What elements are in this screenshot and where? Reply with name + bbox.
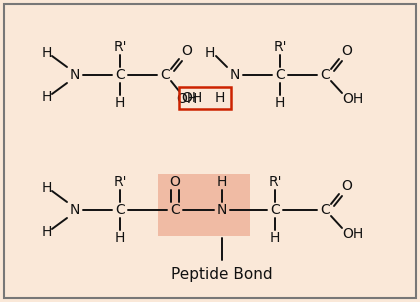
Bar bbox=[179, 87, 231, 109]
Text: R': R' bbox=[113, 40, 127, 54]
Text: C: C bbox=[275, 68, 285, 82]
Text: H: H bbox=[215, 91, 225, 105]
Text: H: H bbox=[115, 231, 125, 245]
Text: H: H bbox=[42, 181, 52, 195]
Text: H: H bbox=[270, 231, 280, 245]
Text: C: C bbox=[170, 203, 180, 217]
Text: C: C bbox=[320, 68, 330, 82]
Text: OH: OH bbox=[342, 227, 364, 241]
Text: N: N bbox=[70, 203, 80, 217]
Text: R': R' bbox=[113, 175, 127, 189]
Text: C: C bbox=[270, 203, 280, 217]
Text: R': R' bbox=[268, 175, 282, 189]
Text: H: H bbox=[205, 46, 215, 60]
Text: R': R' bbox=[273, 40, 287, 54]
Text: C: C bbox=[115, 203, 125, 217]
Text: Peptide Bond: Peptide Bond bbox=[171, 266, 273, 281]
Text: O: O bbox=[181, 44, 192, 58]
Text: H: H bbox=[42, 90, 52, 104]
Text: H: H bbox=[217, 175, 227, 189]
Text: OH: OH bbox=[176, 92, 198, 106]
Text: O: O bbox=[341, 179, 352, 193]
Text: C: C bbox=[320, 203, 330, 217]
Text: H: H bbox=[115, 96, 125, 110]
Text: N: N bbox=[217, 203, 227, 217]
Text: N: N bbox=[230, 68, 240, 82]
Text: N: N bbox=[70, 68, 80, 82]
Text: H: H bbox=[42, 225, 52, 239]
Text: C: C bbox=[115, 68, 125, 82]
Text: C: C bbox=[160, 68, 170, 82]
Text: OH: OH bbox=[342, 92, 364, 106]
Text: O: O bbox=[341, 44, 352, 58]
Bar bbox=[158, 174, 250, 236]
Text: OH: OH bbox=[181, 91, 202, 105]
Text: H: H bbox=[42, 46, 52, 60]
Text: O: O bbox=[170, 175, 181, 189]
Text: H: H bbox=[275, 96, 285, 110]
